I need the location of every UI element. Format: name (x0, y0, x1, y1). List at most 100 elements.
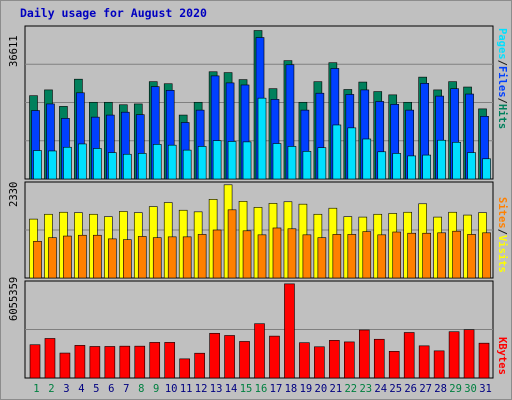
bar-kbytes-day-2 (44, 338, 56, 379)
bar-pages-day-4 (78, 143, 87, 180)
y-max-label-hits: 36611 (8, 35, 20, 67)
x-tick-label-day-5: 5 (93, 383, 100, 395)
bar-kbytes-day-31 (478, 342, 490, 379)
x-tick-label-day-13: 13 (209, 383, 223, 395)
x-tick-label-day-12: 12 (194, 383, 208, 395)
bar-pages-day-13 (212, 140, 222, 180)
bar-kbytes-day-5 (89, 346, 101, 379)
bar-kbytes-day-11 (179, 358, 190, 379)
x-tick-label-day-10: 10 (164, 383, 178, 395)
x-tick-label-day-21: 21 (329, 383, 343, 395)
legend-kbytes-label: KBytes (496, 337, 508, 375)
legend-pages: Pages (496, 28, 508, 60)
bar-kbytes-day-22 (344, 341, 355, 379)
bar-kbytes-day-20 (314, 346, 325, 379)
bar-sites-day-1 (33, 240, 42, 279)
bar-pages-day-5 (93, 148, 102, 180)
bar-pages-day-24 (377, 151, 387, 180)
bar-kbytes-day-12 (194, 352, 205, 379)
bar-pages-day-8 (137, 153, 147, 180)
bar-sites-day-24 (377, 234, 387, 279)
bar-pages-day-14 (227, 141, 237, 180)
bar-sites-day-8 (137, 236, 147, 279)
x-tick-label-day-27: 27 (419, 383, 432, 395)
x-tick-label-day-28: 28 (434, 383, 447, 395)
legend-kbytes: KBytes (496, 337, 508, 375)
bar-sites-day-9 (152, 237, 162, 279)
bar-sites-day-7 (123, 239, 132, 279)
bar-sites-day-29 (452, 230, 461, 279)
bar-kbytes-day-15 (239, 341, 250, 379)
bar-sites-day-19 (302, 234, 312, 279)
bar-sites-day-17 (272, 227, 282, 279)
legend-files: Files (496, 65, 508, 98)
bar-kbytes-day-3 (59, 352, 71, 379)
bar-kbytes-day-13 (209, 332, 220, 379)
bar-kbytes-day-18 (284, 283, 295, 379)
bar-pages-day-28 (437, 139, 446, 180)
bar-sites-day-4 (78, 234, 87, 279)
x-tick-label-day-9: 9 (153, 383, 160, 395)
bar-sites-day-21 (332, 234, 342, 279)
x-tick-label-day-22: 22 (344, 383, 358, 395)
bar-kbytes-day-1 (29, 344, 41, 379)
legend-sites: Sites (496, 197, 508, 229)
x-tick-label-day-19: 19 (299, 383, 313, 395)
x-tick-label-day-16: 16 (254, 383, 268, 395)
bar-kbytes-day-10 (164, 342, 176, 379)
y-max-label-kbytes: 6055359 (8, 276, 20, 321)
bar-pages-day-12 (197, 146, 207, 180)
x-tick-label-day-31: 31 (479, 383, 492, 395)
x-tick-label-day-3: 3 (63, 383, 70, 395)
bar-pages-day-16 (257, 97, 267, 180)
bar-pages-day-2 (48, 150, 57, 180)
x-tick-label-day-25: 25 (389, 383, 403, 395)
bar-pages-day-6 (108, 152, 117, 180)
bar-pages-day-23 (362, 138, 372, 180)
bar-sites-day-2 (48, 237, 57, 279)
x-tick-label-day-29: 29 (449, 383, 462, 395)
x-tick-label-day-24: 24 (374, 383, 388, 395)
bar-pages-day-30 (467, 152, 476, 180)
bar-sites-day-31 (482, 232, 491, 279)
bar-kbytes-day-9 (149, 342, 161, 379)
bar-kbytes-day-8 (134, 345, 146, 379)
bar-sites-day-13 (212, 229, 222, 279)
legend-hits: Hits (496, 103, 508, 130)
x-tick-label-day-17: 17 (269, 383, 283, 395)
x-tick-label-day-20: 20 (314, 383, 328, 395)
bar-pages-day-29 (452, 141, 461, 180)
x-tick-label-day-23: 23 (359, 383, 373, 395)
bar-kbytes-day-24 (373, 338, 385, 379)
x-tick-label-day-26: 26 (404, 383, 417, 395)
bar-pages-day-31 (482, 158, 491, 180)
bar-kbytes-day-21 (329, 340, 340, 379)
bar-sites-day-5 (93, 234, 102, 279)
bar-sites-day-30 (467, 234, 476, 279)
bar-pages-day-26 (407, 155, 416, 180)
bar-kbytes-day-27 (418, 345, 430, 379)
x-tick-label-day-8: 8 (138, 383, 145, 395)
bar-sites-day-20 (317, 237, 327, 279)
bar-pages-day-3 (63, 146, 72, 180)
x-tick-label-day-30: 30 (464, 383, 477, 395)
bar-pages-day-1 (33, 150, 42, 180)
bar-sites-day-14 (227, 209, 237, 279)
bar-kbytes-day-19 (299, 342, 310, 379)
bar-pages-day-9 (152, 144, 162, 180)
bar-sites-day-27 (422, 232, 431, 279)
x-tick-label-day-18: 18 (284, 383, 298, 395)
bar-kbytes-day-6 (104, 346, 116, 379)
bar-sites-day-23 (362, 231, 372, 279)
x-tick-label-day-4: 4 (78, 383, 85, 395)
bar-pages-day-22 (347, 127, 357, 180)
bar-sites-day-22 (347, 234, 357, 279)
bar-pages-day-20 (317, 147, 327, 180)
bar-kbytes-day-30 (463, 329, 475, 379)
chart-title: Daily usage for August 2020 (20, 6, 207, 20)
bar-sites-day-25 (392, 231, 402, 279)
bar-pages-day-17 (272, 143, 282, 180)
bar-kbytes-day-29 (448, 331, 460, 379)
bar-sites-day-10 (167, 236, 177, 279)
